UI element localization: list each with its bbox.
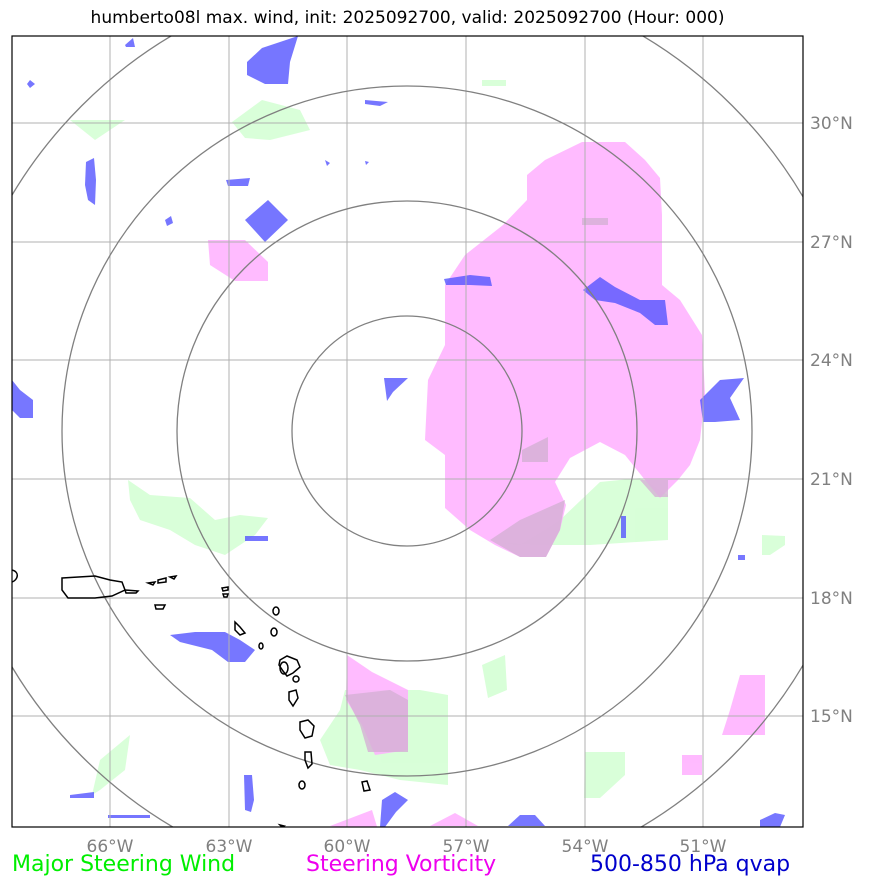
lat-label: 30°N <box>810 114 853 134</box>
lon-tick-labels: 66°W 63°W 60°W 57°W 54°W 51°W <box>87 837 727 857</box>
qvap-shading <box>12 36 785 827</box>
map-frame <box>11 35 804 828</box>
lat-label: 15°N <box>810 707 853 727</box>
lon-label: 66°W <box>87 837 134 857</box>
lat-label: 18°N <box>810 589 853 609</box>
lon-label: 63°W <box>206 837 253 857</box>
legend-steering-wind: Major Steering Wind <box>12 852 236 877</box>
lat-label: 24°N <box>810 351 853 371</box>
legend-qvap: 500-850 hPa qvap <box>590 852 791 877</box>
lon-label: 60°W <box>324 837 371 857</box>
steering-vorticity-shading <box>208 142 765 827</box>
lon-label: 51°W <box>680 837 727 857</box>
map-title: humberto08l max. wind, init: 2025092700,… <box>90 8 725 28</box>
lat-label: 21°N <box>810 470 853 490</box>
lat-label: 27°N <box>810 233 853 253</box>
overlap-shading <box>345 218 668 752</box>
coastlines <box>12 569 371 827</box>
lat-tick-labels: 30°N 27°N 24°N 21°N 18°N 15°N <box>810 114 853 727</box>
graticule <box>12 36 803 827</box>
lon-label: 57°W <box>443 837 490 857</box>
legend-steering-vorticity: Steering Vorticity <box>306 852 497 877</box>
lon-label: 54°W <box>562 837 609 857</box>
